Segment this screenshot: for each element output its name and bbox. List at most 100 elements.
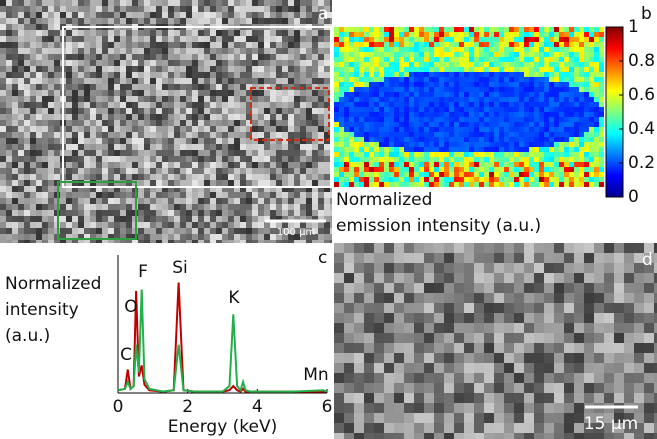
heat-cell	[419, 27, 424, 32]
heat-cell	[424, 62, 429, 67]
texture-cell	[114, 204, 120, 210]
heat-cell	[484, 177, 489, 182]
texture-cell	[24, 198, 30, 204]
heat-cell	[529, 172, 534, 177]
texture-cell	[318, 90, 324, 96]
texture-cell	[132, 78, 138, 84]
texture-cell	[108, 228, 114, 234]
texture-cell	[270, 18, 276, 24]
heat-cell	[499, 162, 504, 167]
texture-cell	[594, 263, 604, 273]
texture-cell	[444, 313, 454, 323]
texture-cell	[120, 144, 126, 150]
heat-cell	[514, 27, 519, 32]
colorbar-tick-label: 1	[628, 17, 639, 37]
heat-cell	[404, 167, 409, 172]
heat-cell	[514, 102, 519, 107]
heat-cell	[459, 172, 464, 177]
heat-cell	[429, 32, 434, 37]
texture-cell	[174, 6, 180, 12]
texture-cell	[270, 6, 276, 12]
texture-cell	[364, 273, 374, 283]
heat-cell	[379, 37, 384, 42]
heat-cell	[549, 112, 554, 117]
texture-cell	[42, 174, 48, 180]
texture-cell	[324, 174, 330, 180]
texture-cell	[192, 54, 198, 60]
texture-cell	[294, 126, 300, 132]
heat-cell	[379, 122, 384, 127]
texture-cell	[138, 54, 144, 60]
heat-cell	[399, 162, 404, 167]
texture-cell	[96, 150, 102, 156]
heat-cell	[509, 162, 514, 167]
texture-cell	[132, 6, 138, 12]
texture-cell	[228, 132, 234, 138]
texture-cell	[12, 108, 18, 114]
texture-cell	[334, 373, 344, 383]
heat-cell	[349, 157, 354, 162]
heat-cell	[339, 167, 344, 172]
texture-cell	[126, 204, 132, 210]
heat-cell	[564, 27, 569, 32]
texture-cell	[114, 132, 120, 138]
heat-cell	[504, 137, 509, 142]
texture-cell	[42, 72, 48, 78]
heat-cell	[579, 167, 584, 172]
texture-cell	[144, 102, 150, 108]
texture-cell	[54, 72, 60, 78]
texture-cell	[138, 210, 144, 216]
texture-cell	[108, 216, 114, 222]
texture-cell	[554, 263, 564, 273]
texture-cell	[252, 120, 258, 126]
heat-cell	[574, 132, 579, 137]
texture-cell	[216, 156, 222, 162]
texture-cell	[192, 60, 198, 66]
texture-cell	[132, 150, 138, 156]
texture-cell	[24, 144, 30, 150]
heat-cell	[554, 112, 559, 117]
heat-cell	[354, 142, 359, 147]
texture-cell	[108, 168, 114, 174]
texture-cell	[334, 433, 344, 439]
heat-cell	[379, 97, 384, 102]
texture-cell	[48, 180, 54, 186]
texture-cell	[282, 60, 288, 66]
heat-cell	[374, 182, 379, 187]
texture-cell	[300, 150, 306, 156]
texture-cell	[96, 30, 102, 36]
texture-cell	[222, 18, 228, 24]
heat-cell	[574, 167, 579, 172]
heat-cell	[569, 102, 574, 107]
texture-cell	[374, 383, 384, 393]
texture-cell	[634, 363, 644, 373]
texture-cell	[282, 66, 288, 72]
texture-cell	[474, 393, 484, 403]
texture-cell	[30, 198, 36, 204]
texture-cell	[102, 222, 108, 228]
heat-cell	[364, 67, 369, 72]
heat-cell	[439, 122, 444, 127]
texture-cell	[306, 120, 312, 126]
texture-cell	[364, 423, 374, 433]
texture-cell	[156, 108, 162, 114]
heat-cell	[499, 92, 504, 97]
texture-cell	[306, 78, 312, 84]
texture-cell	[264, 90, 270, 96]
heat-cell	[369, 107, 374, 112]
heat-cell	[479, 167, 484, 172]
texture-cell	[48, 12, 54, 18]
heat-cell	[599, 57, 604, 62]
texture-cell	[270, 204, 276, 210]
texture-cell	[6, 180, 12, 186]
heat-cell	[484, 182, 489, 187]
texture-cell	[330, 6, 332, 12]
texture-cell	[312, 108, 318, 114]
heat-cell	[509, 117, 514, 122]
heat-cell	[509, 157, 514, 162]
texture-cell	[186, 240, 192, 243]
texture-cell	[36, 198, 42, 204]
texture-cell	[210, 72, 216, 78]
texture-cell	[84, 66, 90, 72]
heat-cell	[529, 142, 534, 147]
